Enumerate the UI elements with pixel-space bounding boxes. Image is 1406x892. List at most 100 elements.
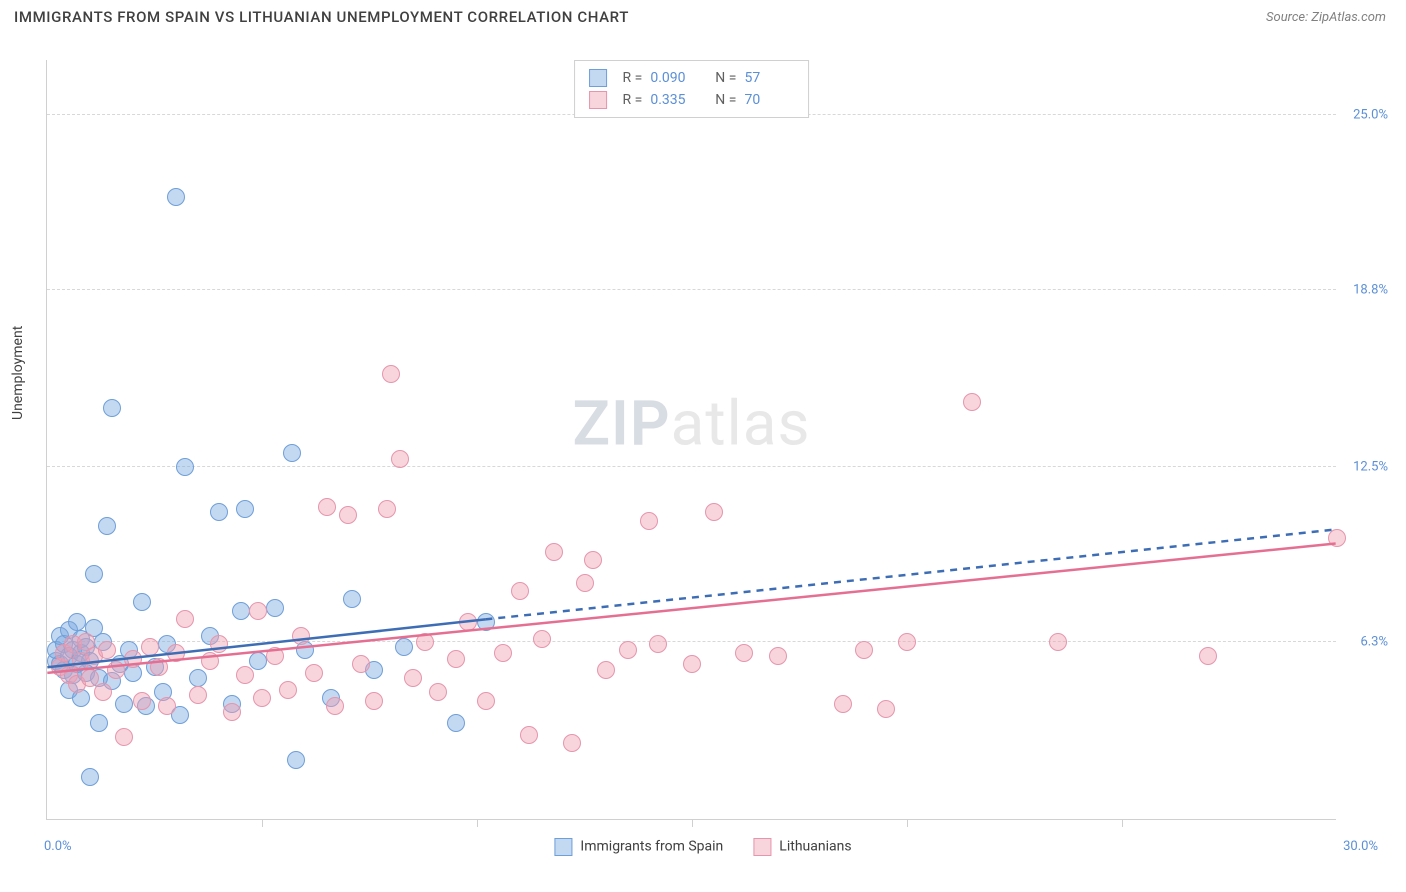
data-point	[520, 726, 538, 744]
data-point	[287, 751, 305, 769]
data-point	[201, 652, 219, 670]
data-point	[1199, 647, 1217, 665]
data-point	[343, 590, 361, 608]
data-point	[176, 610, 194, 628]
data-point	[447, 650, 465, 668]
data-point	[877, 700, 895, 718]
legend-swatch	[589, 91, 607, 109]
data-point	[98, 517, 116, 535]
gridline	[47, 289, 1336, 290]
x-axis-max-label: 30.0%	[1343, 839, 1378, 854]
data-point	[133, 692, 151, 710]
data-point	[253, 689, 271, 707]
data-point	[339, 506, 357, 524]
data-point	[141, 638, 159, 656]
data-point	[292, 627, 310, 645]
data-point	[545, 543, 563, 561]
legend-label: R =	[623, 92, 643, 108]
data-point	[266, 599, 284, 617]
data-point	[94, 683, 112, 701]
data-point	[640, 512, 658, 530]
data-point	[735, 644, 753, 662]
watermark: ZIPatlas	[573, 388, 811, 461]
data-point	[189, 686, 207, 704]
data-point	[232, 602, 250, 620]
data-point	[133, 593, 151, 611]
data-point	[266, 647, 284, 665]
legend-value: 70	[744, 92, 794, 108]
data-point	[115, 728, 133, 746]
data-point	[416, 633, 434, 651]
legend-value: 0.090	[650, 70, 700, 86]
data-point	[391, 450, 409, 468]
data-point	[576, 574, 594, 592]
data-point	[68, 613, 86, 631]
data-point	[619, 641, 637, 659]
data-point	[477, 613, 495, 631]
data-point	[705, 503, 723, 521]
x-axis-min-label: 0.0%	[44, 839, 72, 854]
data-point	[511, 582, 529, 600]
data-point	[167, 188, 185, 206]
data-point	[378, 500, 396, 518]
y-tick-label: 12.5%	[1353, 460, 1388, 475]
data-point	[283, 444, 301, 462]
data-point	[494, 644, 512, 662]
data-point	[477, 692, 495, 710]
data-point	[98, 641, 116, 659]
data-point	[236, 500, 254, 518]
data-point	[279, 681, 297, 699]
data-point	[563, 734, 581, 752]
legend-value: 57	[744, 70, 794, 86]
x-tick	[692, 819, 693, 827]
y-axis-label: Unemployment	[10, 326, 26, 420]
data-point	[365, 692, 383, 710]
data-point	[395, 638, 413, 656]
data-point	[305, 664, 323, 682]
legend-row: R =0.335 N =70	[589, 89, 795, 111]
data-point	[249, 602, 267, 620]
legend-label: Immigrants from Spain	[580, 839, 723, 855]
data-point	[90, 714, 108, 732]
legend-label: N =	[708, 92, 736, 108]
x-tick	[477, 819, 478, 827]
x-tick	[907, 819, 908, 827]
data-point	[167, 644, 185, 662]
data-point	[584, 551, 602, 569]
data-point	[1049, 633, 1067, 651]
data-point	[1328, 529, 1346, 547]
data-point	[103, 399, 121, 417]
legend-label: N =	[708, 70, 736, 86]
chart-title: IMMIGRANTS FROM SPAIN VS LITHUANIAN UNEM…	[14, 8, 629, 26]
data-point	[326, 697, 344, 715]
data-point	[429, 683, 447, 701]
gridline	[47, 466, 1336, 467]
data-point	[210, 503, 228, 521]
x-tick	[1122, 819, 1123, 827]
data-point	[855, 641, 873, 659]
legend-row: R = 0.090 N = 57	[589, 67, 795, 89]
data-point	[963, 393, 981, 411]
chart-source: Source: ZipAtlas.com	[1266, 10, 1386, 25]
data-point	[85, 565, 103, 583]
data-point	[189, 669, 207, 687]
data-point	[459, 613, 477, 631]
y-tick-label: 18.8%	[1353, 282, 1388, 297]
series-legend: Immigrants from SpainLithuanians	[554, 838, 851, 856]
data-point	[176, 458, 194, 476]
data-point	[249, 652, 267, 670]
x-tick	[262, 819, 263, 827]
data-point	[597, 661, 615, 679]
data-point	[210, 635, 228, 653]
y-tick-label: 25.0%	[1353, 108, 1388, 123]
data-point	[382, 365, 400, 383]
data-point	[533, 630, 551, 648]
data-point	[318, 498, 336, 516]
data-point	[683, 655, 701, 673]
data-point	[649, 635, 667, 653]
data-point	[150, 658, 168, 676]
legend-label: R =	[623, 70, 643, 86]
legend-swatch	[589, 69, 607, 87]
legend-item: Immigrants from Spain	[554, 838, 723, 856]
data-point	[404, 669, 422, 687]
